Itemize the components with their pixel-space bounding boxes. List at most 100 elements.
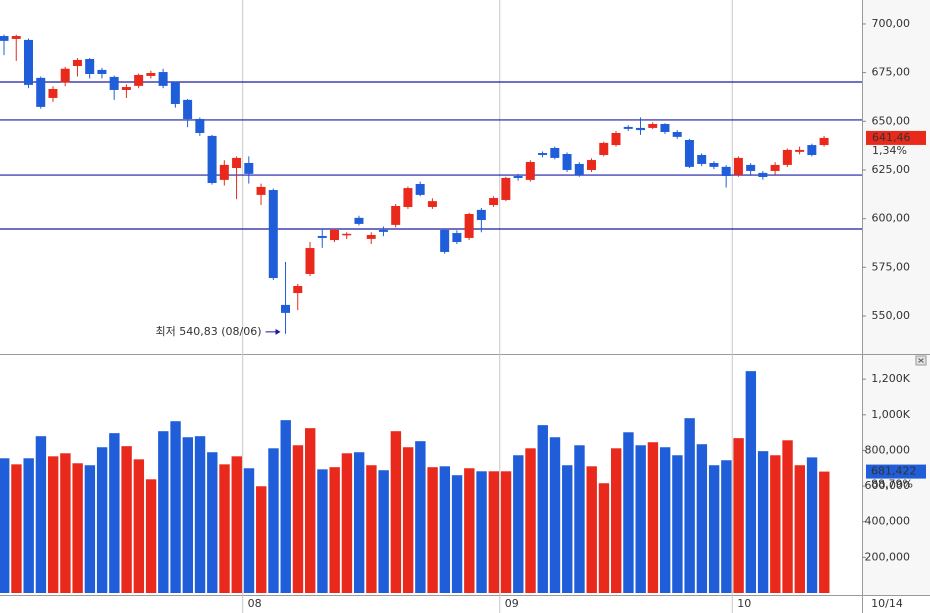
y-tick-label: 675,00 (872, 66, 911, 79)
volume-bar (0, 458, 10, 593)
axis-panel (862, 0, 930, 595)
volume-bar (598, 483, 610, 593)
volume-bar (60, 453, 71, 593)
volume-bar (476, 471, 487, 593)
volume-bar (11, 464, 22, 593)
candle-body (36, 77, 46, 107)
candle-body (317, 235, 327, 238)
volume-bar (672, 455, 683, 593)
candle-body (489, 198, 499, 206)
volume-bar (635, 445, 646, 593)
candle-body (733, 157, 743, 176)
change-label: 1,34% (872, 144, 907, 157)
volume-bar (145, 479, 157, 593)
candle-body (770, 164, 780, 171)
candle-body (85, 58, 95, 74)
candle-body (427, 201, 437, 207)
candle-body (599, 142, 609, 155)
candle-body (11, 36, 21, 39)
date-label: 10/14 (871, 597, 903, 610)
candle-body (623, 126, 633, 129)
y-tick-label: 650,00 (872, 114, 911, 127)
y-tick-label: 400,000 (865, 515, 911, 528)
candle-body (329, 229, 339, 241)
candle-body (587, 160, 597, 170)
volume-bar (72, 463, 83, 593)
candle-body (293, 286, 303, 294)
volume-bar (84, 465, 96, 593)
candle-body (195, 118, 205, 133)
y-tick-label: 700,00 (872, 17, 911, 30)
volume-bar (415, 441, 426, 593)
candle-body (672, 132, 682, 137)
last-price-tag (866, 130, 926, 145)
volume-bar (537, 425, 548, 593)
y-tick-label: 1,000K (871, 408, 910, 421)
y-tick-label: 550,00 (872, 309, 911, 322)
last-price-label: 641,46 (872, 131, 911, 144)
last-volume-label: 681,422 (871, 465, 917, 478)
candle-body (709, 162, 719, 167)
candle-body (648, 124, 658, 128)
close-icon[interactable] (918, 358, 924, 363)
candle-body (562, 154, 572, 170)
candle-body (281, 304, 291, 313)
volume-bar (574, 445, 585, 593)
volume-bar (353, 452, 365, 593)
y-tick-label: 575,00 (872, 260, 911, 273)
volume-bar (500, 471, 512, 593)
volume-bar (158, 431, 169, 593)
candle-body (391, 205, 401, 225)
volume-bar (586, 466, 597, 593)
volume-bar (647, 442, 659, 593)
volume-bar (366, 465, 377, 593)
volume-bar (611, 448, 622, 593)
candle-body (464, 213, 474, 238)
volume-bar (35, 436, 47, 593)
volume-bar (623, 432, 634, 593)
volume-bar (292, 445, 304, 593)
volume-bar (47, 456, 59, 593)
ratio-label: 88,79% (871, 478, 913, 491)
candle-body (574, 163, 584, 176)
annotation-arrowhead (275, 328, 281, 335)
annotation: 최저 540,83 (08/06) (156, 325, 262, 338)
candle-body (819, 137, 829, 146)
volume-bar (782, 440, 793, 593)
y-tick-label: 200,000 (865, 550, 911, 563)
x-tick-label: 09 (505, 597, 519, 610)
candle-body (513, 176, 523, 178)
candle-body (660, 124, 670, 133)
volume-bar (794, 465, 805, 593)
volume-bar (341, 453, 353, 593)
volume-bar (708, 465, 720, 593)
volume-bar (806, 457, 818, 593)
volume-bar (819, 471, 830, 593)
y-tick-label: 600,00 (872, 212, 911, 225)
candle-body (158, 72, 168, 86)
volume-bar (268, 448, 279, 593)
volume-bar (96, 447, 108, 593)
candle-body (244, 162, 254, 174)
y-tick-label: 800,000 (865, 443, 911, 456)
volume-bar (684, 418, 695, 593)
candle-body (635, 127, 645, 131)
candle-body (403, 188, 413, 207)
volume-bar (133, 459, 145, 593)
volume-bar (317, 469, 328, 593)
candle-body (48, 88, 58, 98)
volume-bar (525, 448, 536, 593)
y-tick-label: 625,00 (872, 163, 911, 176)
volume-bar (757, 451, 769, 593)
volume-bar (207, 452, 218, 593)
volume-bar (243, 468, 255, 593)
x-tick-label: 10 (737, 597, 751, 610)
candle-body (72, 59, 82, 67)
candle-body (378, 229, 388, 232)
candle-body (134, 74, 144, 86)
candle-body (183, 99, 193, 119)
candle-body (697, 154, 707, 164)
candle-body (525, 161, 535, 180)
candle-body (268, 190, 278, 279)
